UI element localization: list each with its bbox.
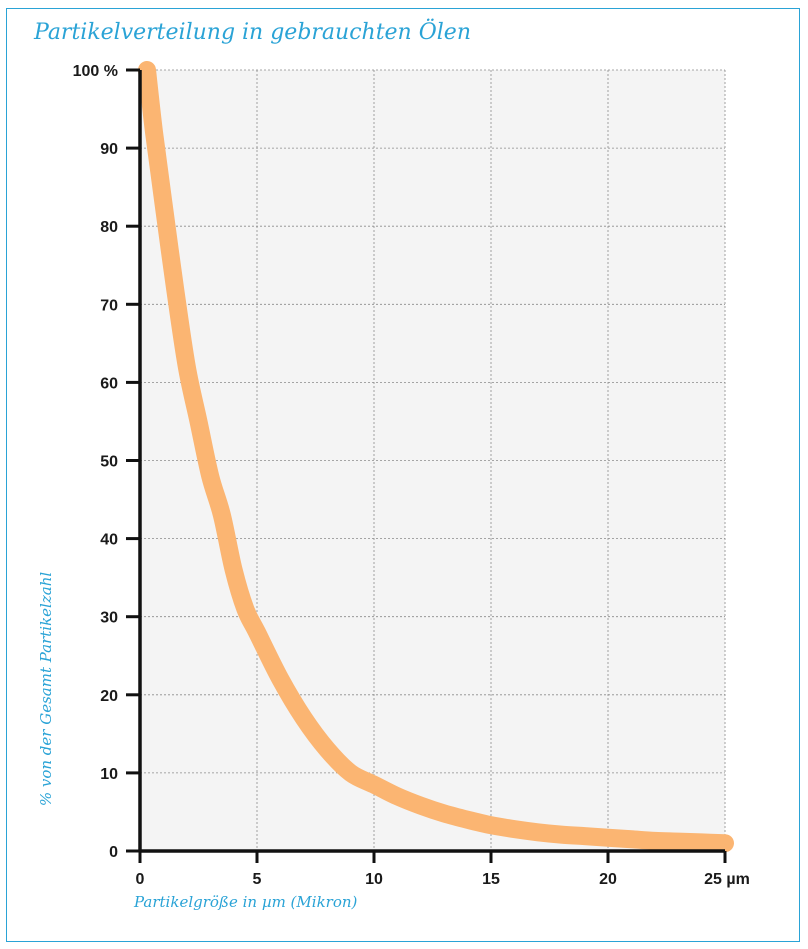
x-axis-label: Partikelgröße in µm (Mikron) — [133, 893, 358, 911]
y-tick-label: 100 % — [73, 63, 118, 80]
chart-title: Partikelverteilung in gebrauchten Ölen — [34, 20, 471, 45]
x-tick-label: 10 — [365, 871, 383, 888]
y-tick-label: 70 — [100, 297, 118, 314]
x-tick-label: 25 µm — [704, 871, 750, 888]
y-tick-label: 40 — [100, 532, 118, 549]
y-tick-label: 90 — [100, 141, 118, 158]
series-layer — [138, 61, 734, 853]
y-tick-label: 30 — [100, 610, 118, 627]
axes — [126, 68, 727, 863]
y-tick-label: 60 — [100, 375, 118, 392]
x-tick-label: 5 — [253, 871, 262, 888]
y-tick-label: 0 — [109, 844, 118, 861]
x-tick-label: 20 — [599, 871, 617, 888]
grid — [140, 69, 726, 851]
y-tick-label: 10 — [100, 766, 118, 783]
distribution-curve — [138, 61, 734, 853]
x-tick-label: 0 — [136, 871, 145, 888]
y-axis-label: % von der Gesamt Partikelzahl — [37, 572, 55, 807]
y-tick-labels: 0 10 20 30 40 50 60 70 80 90 100 % — [73, 63, 118, 861]
x-tick-labels: 0 5 10 15 20 25 µm — [136, 871, 750, 888]
y-tick-label: 80 — [100, 219, 118, 236]
y-tick-label: 20 — [100, 688, 118, 705]
y-tick-label: 50 — [100, 454, 118, 471]
x-tick-label: 15 — [482, 871, 500, 888]
